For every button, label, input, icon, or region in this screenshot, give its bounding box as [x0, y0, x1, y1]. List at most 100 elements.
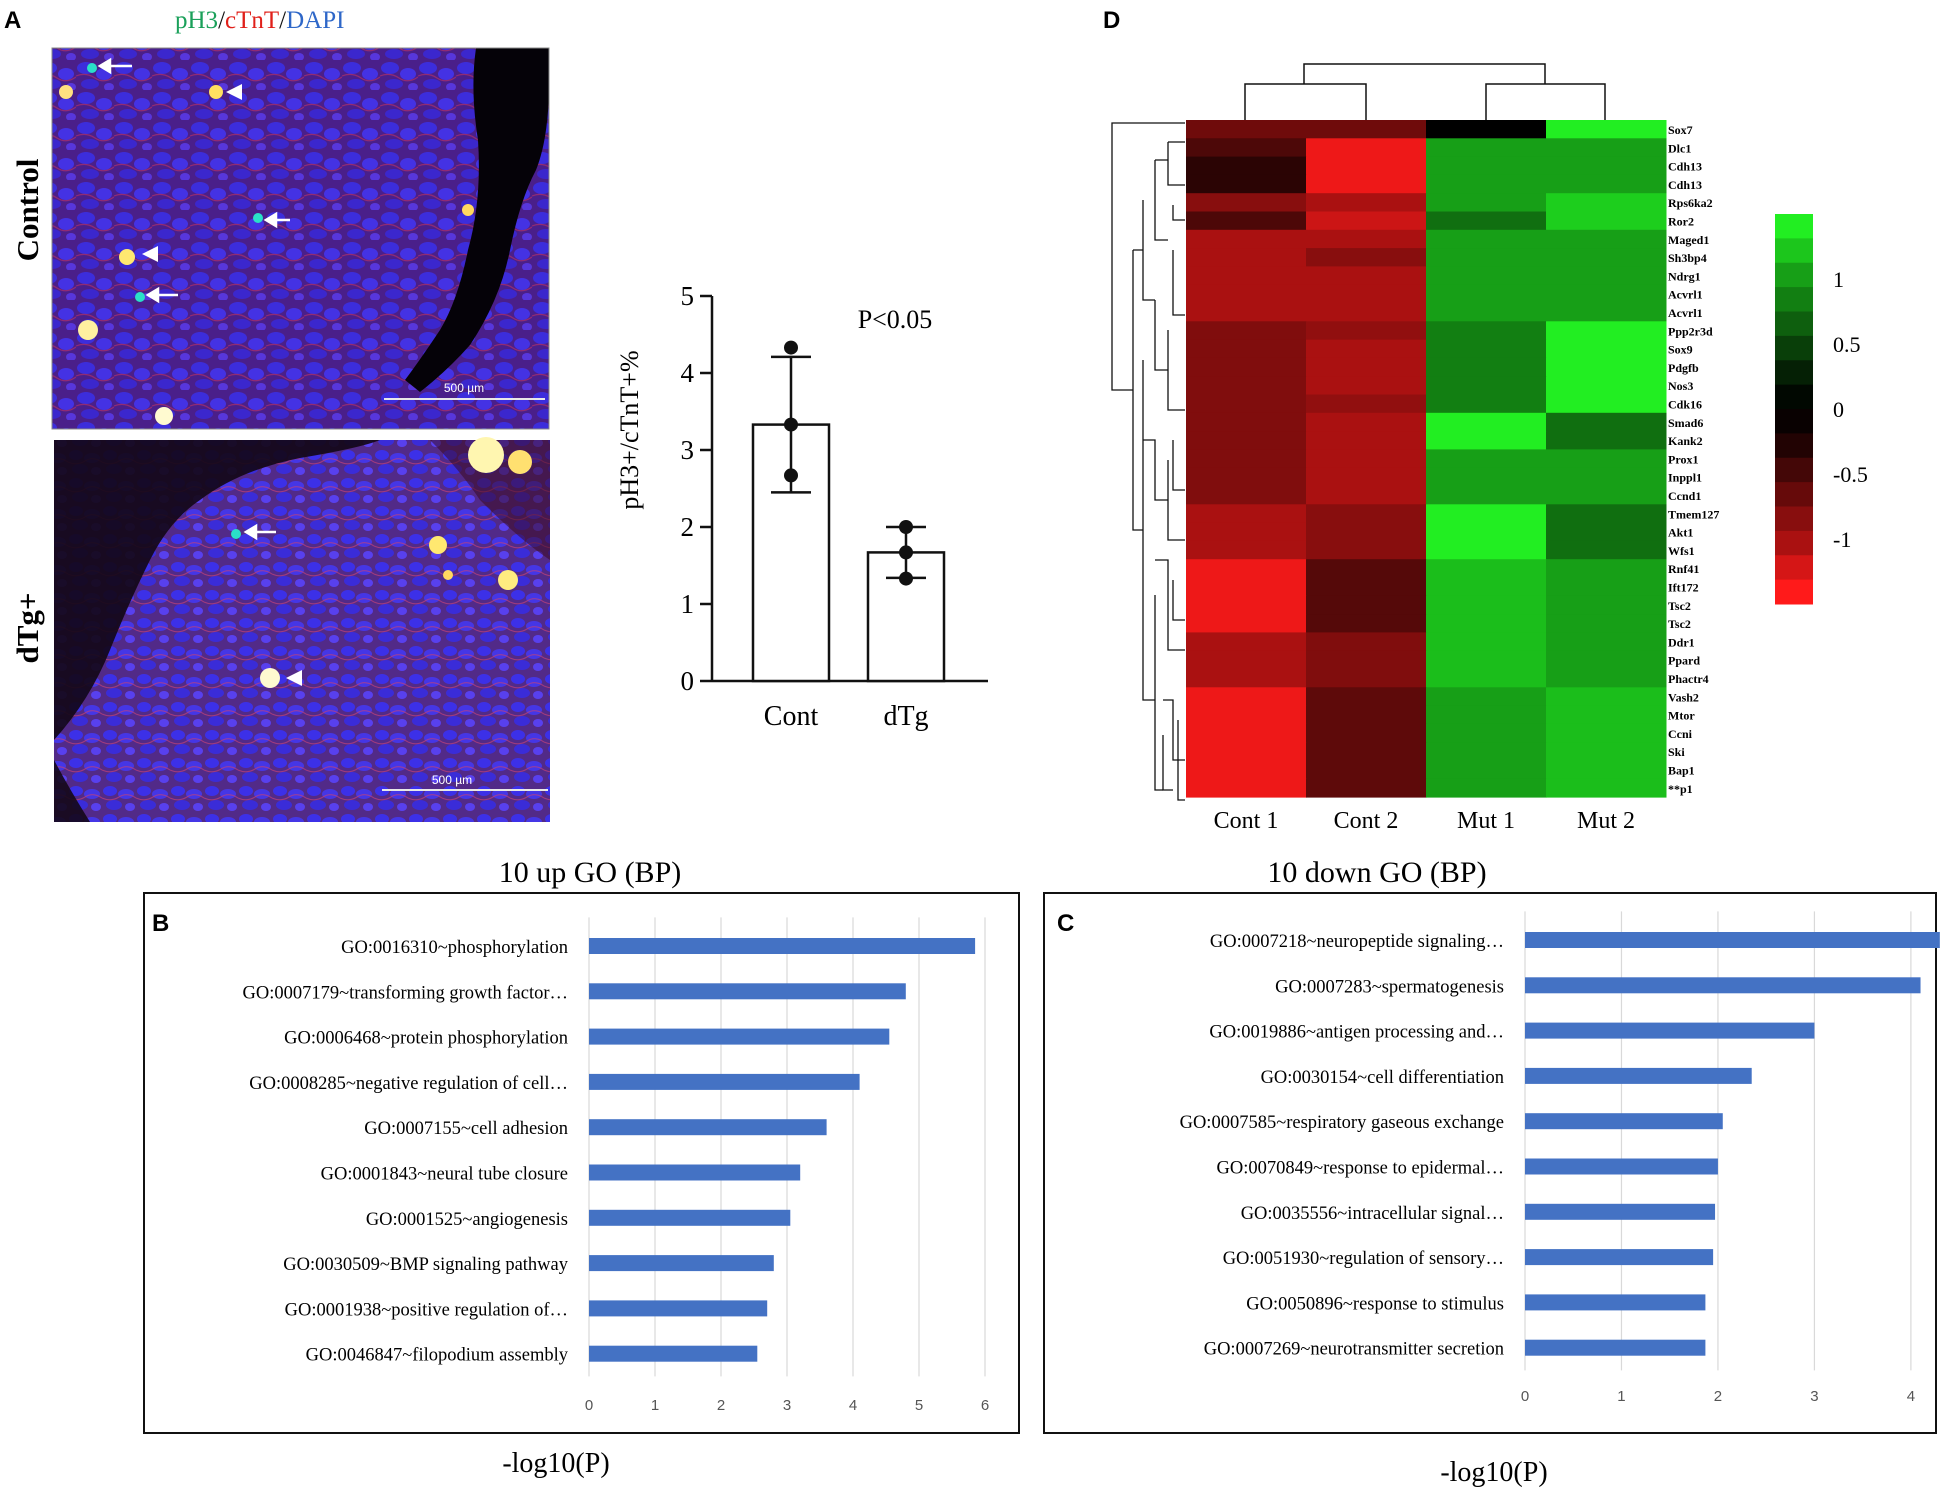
ph3-positive-cell [87, 63, 97, 73]
heatmap-cell [1186, 156, 1307, 176]
gene-label: Ddr1 [1668, 635, 1695, 649]
gene-label: **p1 [1668, 782, 1693, 796]
ph3-positive-cell [231, 529, 241, 539]
x-tick-label: 0 [1521, 1388, 1529, 1405]
legend-swatch [1775, 214, 1813, 239]
heatmap-cell [1186, 632, 1307, 652]
heatmap-cell [1306, 357, 1427, 377]
heatmap-cell [1186, 467, 1307, 487]
go-bar [589, 938, 976, 954]
gene-label: Vash2 [1668, 690, 1699, 704]
heatmap-cell [1186, 266, 1307, 286]
x-tick-label: 1 [1617, 1388, 1625, 1405]
legend-tick-label: 0 [1833, 397, 1844, 422]
heatmap-cell [1306, 303, 1427, 322]
heatmap-cell [1546, 705, 1667, 725]
row-label-dtg: dTg+ [10, 592, 45, 663]
go-term-label: GO:0007585~respiratory gaseous exchange [1180, 1113, 1504, 1133]
legend-swatch [1775, 433, 1813, 459]
heatmap-cell [1186, 540, 1307, 560]
gene-label: Cdh13 [1668, 160, 1702, 174]
heatmap-cell [1186, 760, 1307, 780]
x-tick-label: 3 [783, 1397, 791, 1414]
heatmap-cell [1306, 705, 1427, 725]
go-down-x-label: -log10(P) [1440, 1457, 1547, 1488]
go-term-label: GO:0007155~cell adhesion [364, 1119, 568, 1139]
heatmap-cell [1306, 742, 1427, 761]
heatmap-cell [1426, 540, 1547, 560]
bright-cell [429, 536, 447, 554]
data-point [899, 520, 913, 534]
go-bar [1525, 1203, 1716, 1220]
heatmap-cell [1426, 577, 1547, 597]
go-bar [589, 1209, 791, 1226]
heatmap-cell [1546, 467, 1667, 487]
heatmap-cell [1546, 449, 1667, 469]
data-point [784, 340, 798, 355]
heatmap-cell [1306, 522, 1427, 542]
heatmap-cell [1426, 357, 1547, 377]
heatmap-cell [1186, 669, 1307, 688]
legend-tick-label: 0.5 [1833, 332, 1861, 357]
heatmap-cell [1306, 120, 1427, 139]
bright-cell [462, 204, 474, 216]
gene-label: Inppl1 [1668, 471, 1702, 485]
go-bar [589, 1073, 860, 1090]
gene-label: Sh3bp4 [1668, 251, 1707, 265]
y-tick-label: 5 [681, 281, 695, 311]
heatmap-cell [1426, 211, 1547, 231]
gene-label: Dlc1 [1668, 141, 1691, 155]
legend-tick-label: 1 [1833, 267, 1844, 292]
heatmap-cell [1306, 174, 1427, 194]
go-term-label: GO:0019886~antigen processing and… [1209, 1023, 1504, 1043]
heatmap-cell [1186, 705, 1307, 725]
go-bar [1525, 1158, 1718, 1175]
data-point [899, 571, 913, 586]
column-label: Mut 2 [1577, 808, 1635, 834]
heatmap-cell [1426, 449, 1547, 469]
heatmap-cell [1426, 339, 1547, 359]
heatmap-cell [1426, 467, 1547, 487]
heatmap-cell [1546, 284, 1667, 304]
legend-swatch [1775, 360, 1813, 386]
legend-swatch [1775, 311, 1813, 337]
legend-swatch [1775, 409, 1813, 434]
tissue-gap-left [54, 440, 380, 740]
gene-label: Tsc2 [1668, 617, 1691, 631]
go-bar [1525, 1339, 1706, 1356]
heatmap-cell [1546, 357, 1667, 377]
heatmap-cell [1306, 669, 1427, 688]
heatmap-cell [1426, 321, 1547, 341]
heatmap-cell [1426, 138, 1547, 158]
heatmap-cell [1306, 449, 1427, 469]
go-bar [1525, 1067, 1752, 1084]
tissue-gap [352, 48, 549, 392]
scale-bar-label: 500 µm [432, 773, 472, 787]
gene-label: Cdh13 [1668, 178, 1702, 192]
x-tick-label: 3 [1810, 1388, 1818, 1405]
column-label: Cont 1 [1214, 808, 1279, 834]
heatmap-cell [1306, 156, 1427, 176]
go-term-label: GO:0001938~positive regulation of… [285, 1300, 568, 1320]
heatmap-cell [1546, 138, 1667, 158]
stain-ph3: pH3 [175, 7, 218, 34]
gene-label: Rnf41 [1668, 562, 1699, 576]
heatmap-cell [1186, 394, 1307, 414]
heatmap-cell [1426, 760, 1547, 780]
column-label: Mut 1 [1457, 808, 1515, 834]
heatmap-cell [1306, 284, 1427, 304]
heatmap-cell [1546, 540, 1667, 560]
gene-label: Ift172 [1668, 581, 1699, 595]
go-term-label: GO:0001843~neural tube closure [321, 1165, 568, 1185]
heatmap-cell [1546, 211, 1667, 231]
panel-b-frame [143, 892, 1020, 1434]
heatmap-cell [1546, 687, 1667, 707]
bright-cell [508, 450, 532, 474]
bright-cell [209, 85, 223, 99]
bright-cell [468, 437, 504, 473]
heatmap-cell [1546, 229, 1667, 249]
go-bar [1525, 1113, 1723, 1130]
heatmap-cell [1306, 467, 1427, 487]
gene-label: Smad6 [1668, 416, 1703, 430]
heatmap-cell [1426, 559, 1547, 578]
